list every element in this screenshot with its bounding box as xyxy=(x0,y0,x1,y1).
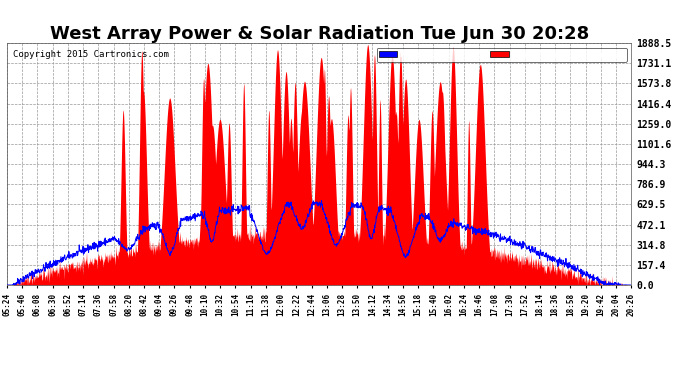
Title: West Array Power & Solar Radiation Tue Jun 30 20:28: West Array Power & Solar Radiation Tue J… xyxy=(50,25,589,43)
Text: Copyright 2015 Cartronics.com: Copyright 2015 Cartronics.com xyxy=(13,50,169,59)
Legend: Radiation (w/m2), West Array (DC Watts): Radiation (w/m2), West Array (DC Watts) xyxy=(377,48,627,62)
